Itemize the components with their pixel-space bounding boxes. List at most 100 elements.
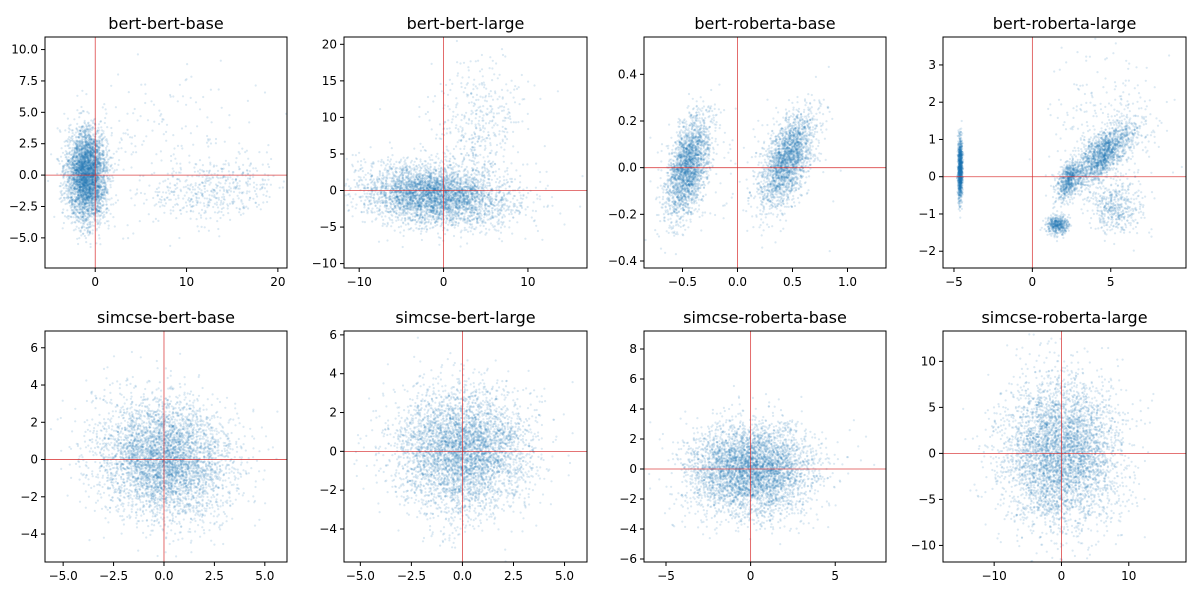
scatter-point — [86, 205, 89, 208]
scatter-point — [83, 121, 86, 124]
scatter-point — [222, 197, 225, 201]
scatter-point — [106, 207, 109, 210]
scatter-point — [202, 95, 205, 99]
scatter-point — [104, 188, 107, 191]
scatter-point — [65, 156, 68, 159]
scatter-point — [90, 172, 93, 175]
scatter-point — [74, 190, 77, 193]
scatter-point — [63, 215, 67, 218]
scatter-point — [172, 170, 175, 173]
scatter-point — [61, 211, 64, 214]
scatter-point — [101, 204, 104, 207]
scatter-point — [91, 179, 94, 182]
scatter-point — [67, 127, 70, 130]
scatter-point — [97, 126, 100, 129]
scatter-point — [86, 146, 89, 149]
scatter-point — [112, 179, 115, 182]
scatter-point — [82, 232, 85, 235]
scatter-point — [68, 177, 71, 180]
scatter-point — [74, 159, 77, 163]
scatter-point — [144, 101, 147, 105]
scatter-point — [98, 152, 101, 155]
scatter-point — [76, 177, 79, 180]
scatter-point — [148, 184, 151, 187]
scatter-point — [95, 192, 98, 195]
scatter-point — [70, 163, 73, 166]
scatter-point — [98, 178, 101, 181]
scatter-point — [82, 177, 85, 181]
scatter-point — [81, 218, 84, 221]
scatter-point — [85, 198, 88, 201]
scatter-point — [81, 191, 84, 194]
scatter-point — [79, 176, 82, 179]
scatter-point — [74, 152, 77, 155]
scatter-point — [220, 201, 223, 204]
scatter-point — [88, 215, 91, 218]
scatter-point — [229, 190, 233, 193]
scatter-point — [212, 165, 215, 168]
scatter-point — [88, 139, 91, 142]
scatter-point — [85, 179, 88, 183]
scatter-point — [74, 152, 77, 155]
scatter-point — [82, 182, 85, 185]
scatter-point — [81, 162, 84, 165]
scatter-point — [77, 182, 80, 185]
scatter-point — [87, 166, 90, 169]
scatter-point — [97, 156, 100, 159]
scatter-point — [76, 237, 79, 240]
scatter-point — [63, 192, 66, 195]
scatter-point — [92, 197, 95, 200]
scatter-point — [88, 163, 91, 167]
scatter-point — [143, 192, 146, 195]
scatter-point — [72, 179, 75, 182]
scatter-point — [190, 75, 193, 78]
scatter-point — [65, 158, 68, 161]
scatter-point — [92, 159, 95, 162]
scatter-point — [158, 182, 161, 185]
scatter-point — [80, 147, 83, 150]
scatter-point — [68, 201, 71, 204]
scatter-point — [92, 140, 95, 143]
scatter-point — [75, 143, 79, 147]
scatter-point — [96, 168, 99, 172]
scatter-point — [97, 165, 100, 169]
scatter-point — [74, 143, 77, 146]
scatter-point — [78, 153, 82, 156]
scatter-point — [255, 193, 258, 196]
scatter-point — [66, 117, 69, 120]
scatter-point — [87, 138, 90, 141]
scatter-point — [95, 208, 98, 211]
scatter-point — [89, 135, 92, 138]
scatter-point — [177, 194, 180, 197]
scatter-point — [201, 175, 204, 178]
scatter-point — [85, 130, 88, 133]
scatter-point — [99, 206, 102, 209]
scatter-point — [75, 149, 78, 152]
scatter-point — [75, 167, 78, 171]
scatter-point — [97, 155, 100, 158]
scatter-point — [80, 226, 83, 230]
scatter-point — [216, 169, 220, 172]
scatter-point — [67, 200, 71, 203]
scatter-point — [83, 176, 86, 179]
scatter-point — [64, 139, 67, 142]
scatter-point — [101, 188, 104, 191]
scatter-point — [80, 182, 83, 185]
scatter-point — [102, 160, 105, 163]
scatter-point — [167, 189, 170, 192]
scatter-point — [77, 193, 80, 196]
scatter-point — [90, 185, 93, 188]
scatter-point — [98, 153, 101, 156]
scatter-point — [90, 194, 93, 197]
scatter-point — [82, 183, 86, 186]
scatter-point — [92, 193, 95, 196]
scatter-point — [106, 126, 109, 129]
scatter-point — [108, 169, 111, 172]
scatter-point — [70, 129, 73, 132]
scatter-point — [68, 139, 71, 142]
scatter-point — [179, 171, 182, 174]
scatter-point — [80, 191, 83, 194]
scatter-point — [219, 182, 222, 185]
scatter-point — [101, 191, 104, 194]
scatter-point — [98, 199, 101, 203]
